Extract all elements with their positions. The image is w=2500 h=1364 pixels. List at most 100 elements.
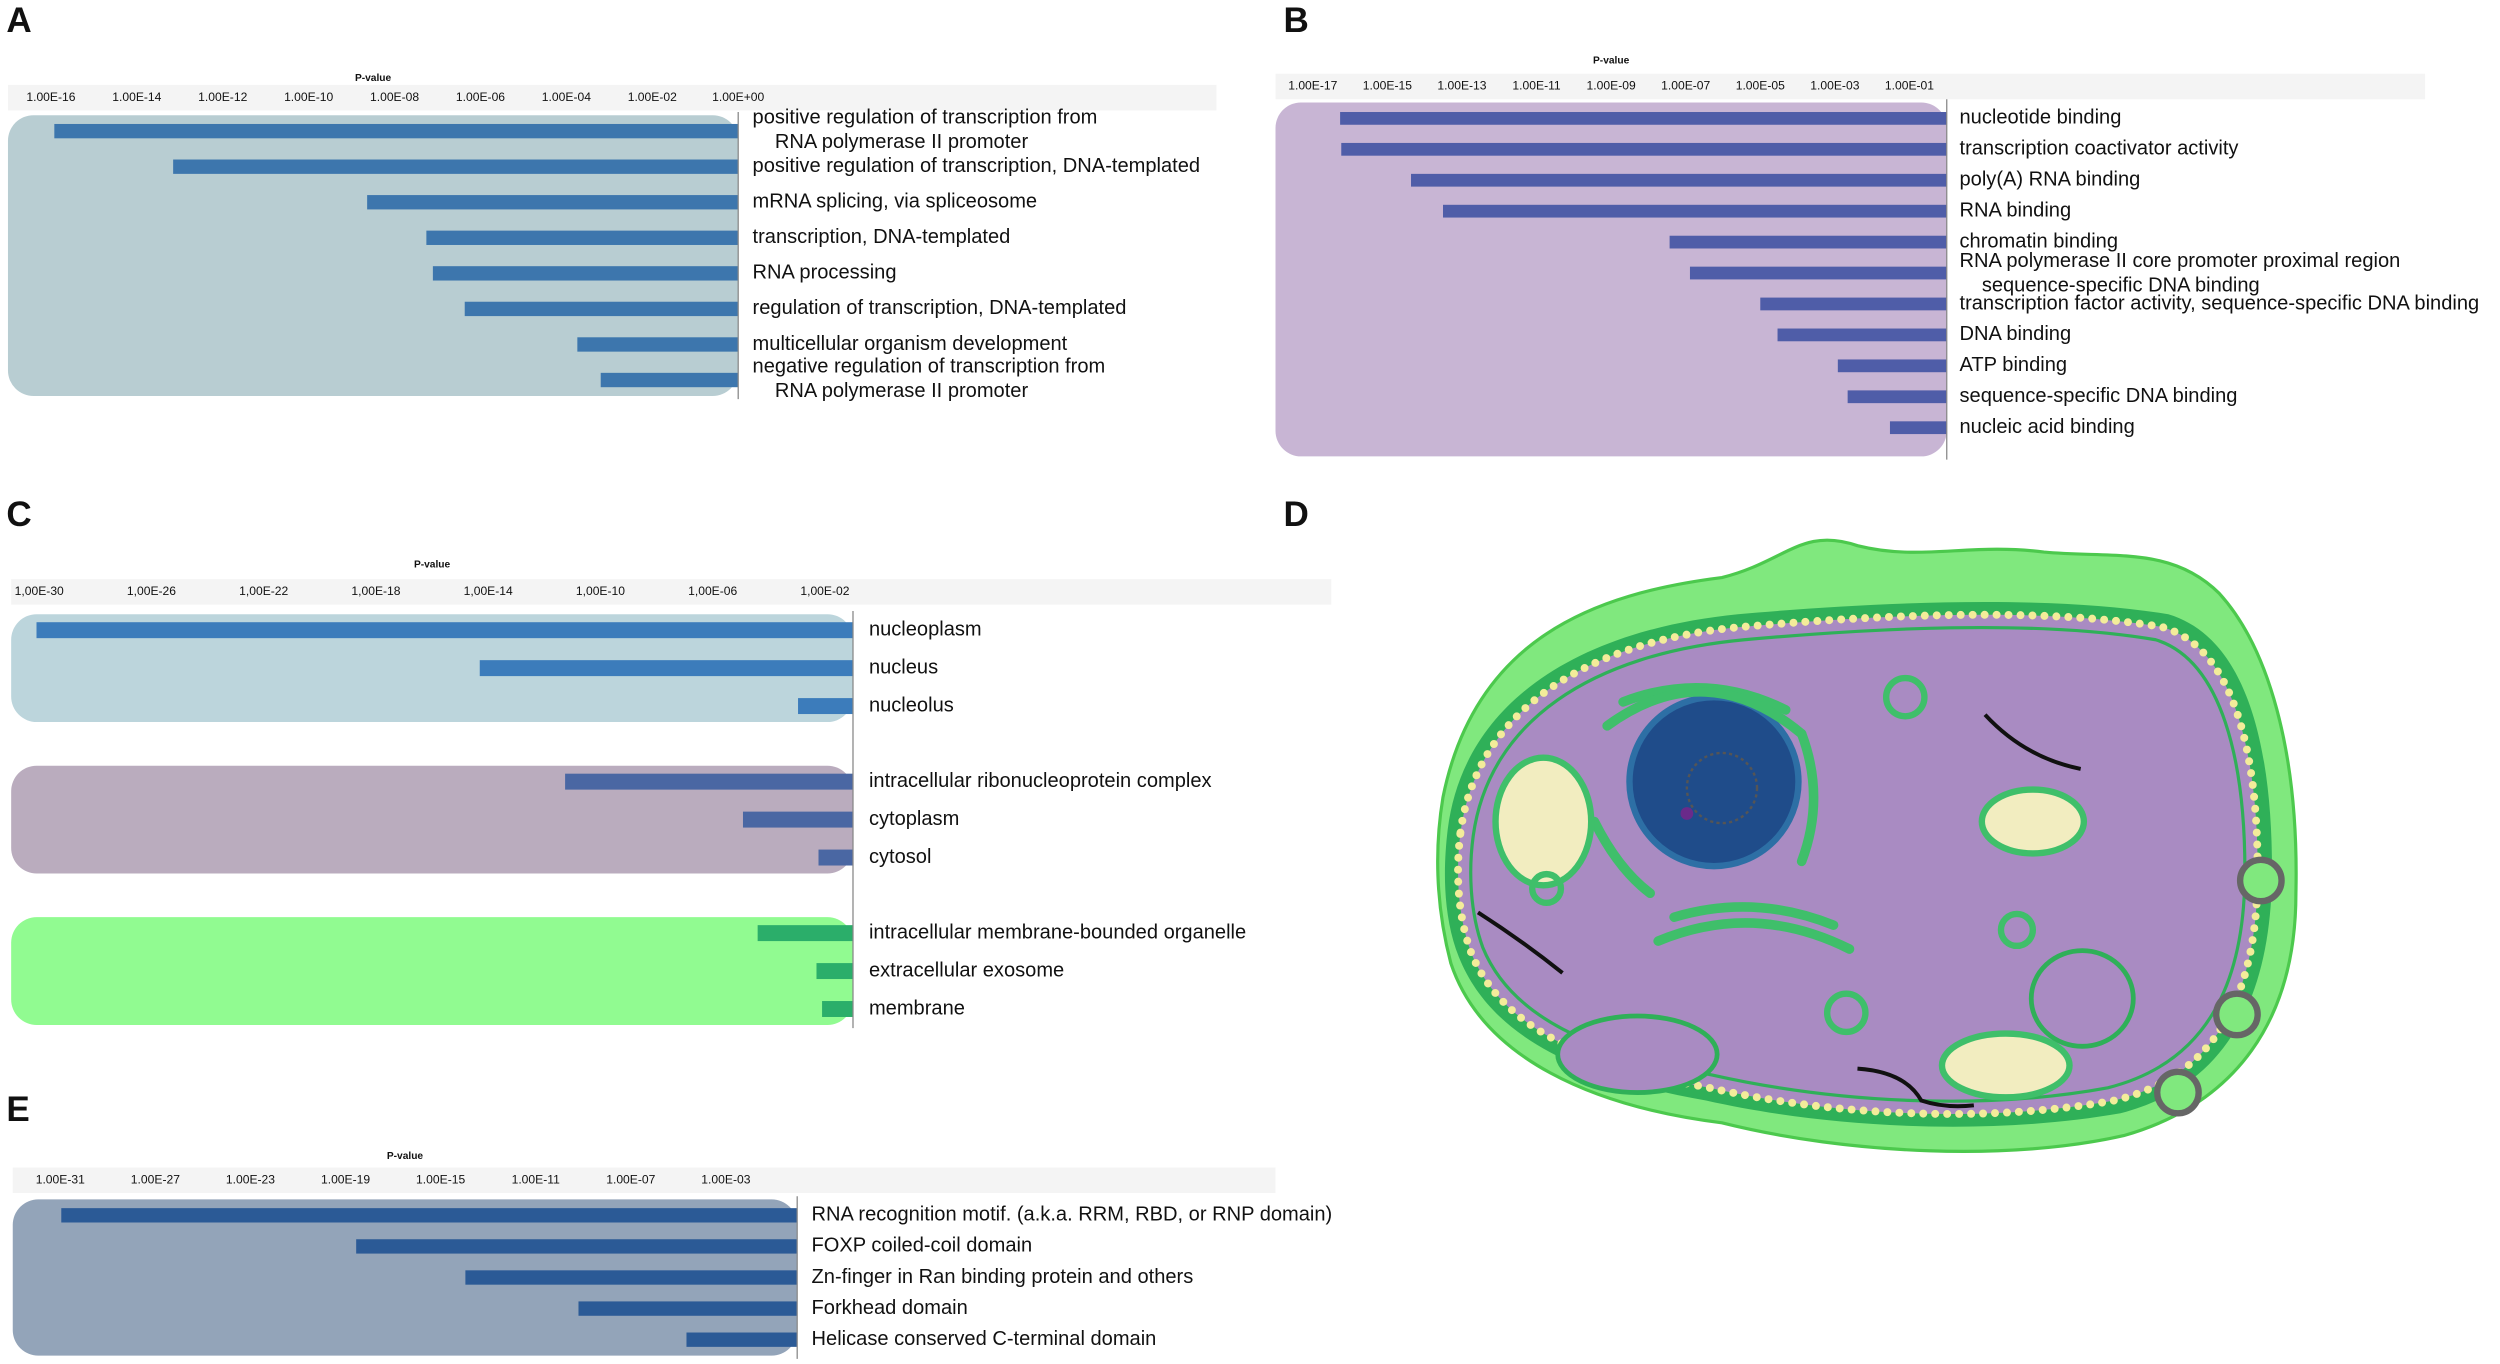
golgi: [1589, 682, 1855, 954]
category-label: nucleus: [869, 656, 938, 678]
filament: [1857, 1066, 1975, 1109]
tick-strip: [7, 84, 1217, 111]
category-label: poly(A) RNA binding: [1960, 169, 2141, 191]
x-tick-label: 1.00E-09: [1587, 79, 1636, 93]
vacuole: [2028, 948, 2136, 1049]
x-tick-label: 1,00E-14: [464, 584, 513, 598]
category-label: intracellular membrane-bounded organelle: [869, 921, 1246, 943]
x-tick-label: 1.00E-07: [606, 1172, 655, 1186]
x-tick-label: 1.00E-10: [284, 90, 333, 104]
axis-title: P-value: [387, 1151, 424, 1162]
bar: [465, 1270, 798, 1285]
category-label: cytoplasm: [869, 808, 959, 830]
category-label: Helicase conserved C-terminal domain: [812, 1328, 1157, 1350]
bar: [1669, 235, 1947, 249]
x-tick-label: 1,00E-26: [127, 584, 176, 598]
category-label: mRNA splicing, via spliceosome: [753, 191, 1038, 213]
category-label: DNA binding: [1960, 323, 2072, 345]
category-label: regulation of transcription, DNA-templat…: [753, 297, 1127, 319]
nucleus: [1626, 693, 1802, 870]
x-tick-label: 1.00E-31: [36, 1172, 85, 1186]
x-tick-label: 1.00E-12: [198, 90, 247, 104]
tick-strip: [11, 579, 1332, 605]
bar: [1341, 142, 1947, 156]
panel-label: D: [1283, 495, 1308, 534]
nucleolus: [1685, 751, 1759, 825]
category-label: FOXP coiled-coil domain: [812, 1235, 1033, 1257]
group-background: [11, 917, 853, 1025]
category-label: positive regulation of transcription, DN…: [753, 155, 1201, 177]
chart-panel: E P-value 1.00E-31 1.00E-27 1.00E-23 1.00E-19…: [6, 1090, 1332, 1359]
bar: [1889, 421, 1947, 435]
category-label: RNA processing: [753, 262, 897, 284]
x-tick-label: 1.00E-11: [512, 1172, 561, 1186]
bar: [36, 622, 853, 639]
x-tick-label: 1.00E-13: [1437, 79, 1486, 93]
mitochondrion: [1492, 754, 1595, 889]
bar: [822, 1001, 853, 1017]
cell-diagram: [1436, 538, 2298, 1153]
group-background: [11, 614, 853, 723]
bar: [432, 266, 739, 281]
category-label: negative regulation of transcription fro…: [753, 356, 1106, 403]
golgi-cisterna: [1653, 918, 1855, 954]
x-tick-label: 1,00E-30: [15, 584, 64, 598]
bar: [818, 849, 853, 866]
bar: [686, 1332, 798, 1347]
x-tick-label: 1.00E-15: [416, 1172, 465, 1186]
x-tick-label: 1,00E-06: [688, 584, 737, 598]
category-label: extracellular exosome: [869, 959, 1064, 981]
exosome: [2236, 856, 2285, 905]
panel-label: C: [6, 495, 31, 534]
bar: [1837, 359, 1947, 373]
group-background: [11, 765, 853, 874]
bar: [61, 1208, 798, 1223]
bar: [1847, 390, 1947, 404]
bar: [1689, 266, 1947, 280]
vesicle: [1529, 870, 1565, 907]
category-label: multicellular organism development: [753, 333, 1068, 355]
category-label: RNA binding: [1960, 199, 2072, 221]
filaments: [1476, 713, 2082, 1109]
bar: [356, 1239, 798, 1254]
bar: [577, 337, 739, 352]
tick-strip: [1275, 73, 2426, 100]
filament: [1476, 910, 1564, 975]
category-label: positive regulation of transcription fro…: [753, 107, 1098, 154]
x-tick-label: 1.00E-04: [542, 90, 591, 104]
exocytosis: [2154, 856, 2285, 1117]
category-label: nucleoplasm: [869, 618, 982, 640]
bar: [1777, 328, 1947, 342]
mitochondrion: [1978, 786, 2088, 857]
x-tick-label: 1.00E-07: [1661, 79, 1710, 93]
vacuole: [1555, 1013, 1720, 1095]
bar: [367, 195, 739, 210]
axis-title: P-value: [414, 560, 451, 571]
x-tick-label: 1,00E-02: [800, 584, 849, 598]
x-tick-label: 1,00E-18: [351, 584, 400, 598]
x-tick-label: 1,00E-10: [576, 584, 625, 598]
vesicle: [1882, 674, 1928, 720]
category-label: RNA recognition motif. (a.k.a. RRM, RBD,…: [812, 1204, 1333, 1226]
axis-title: P-value: [355, 73, 392, 84]
vesicle: [1997, 910, 2037, 950]
x-tick-label: 1.00E-03: [701, 1172, 750, 1186]
panel-label: E: [6, 1090, 29, 1129]
category-label: membrane: [869, 997, 965, 1019]
x-tick-label: 1.00E-15: [1363, 79, 1412, 93]
x-tick-label: 1.00E-03: [1810, 79, 1859, 93]
category-label: nucleolus: [869, 694, 954, 716]
x-tick-label: 1.00E-23: [226, 1172, 275, 1186]
category-label: Zn-finger in Ran binding protein and oth…: [812, 1266, 1194, 1288]
x-tick-label: 1.00E-19: [321, 1172, 370, 1186]
vesicles: [1529, 674, 2037, 1036]
chromatin: [1680, 807, 1694, 820]
bar: [565, 773, 853, 790]
panel-label: A: [6, 1, 31, 40]
group-background: [12, 1199, 798, 1356]
x-tick-label: 1.00E-27: [131, 1172, 180, 1186]
vesicle: [1823, 990, 1869, 1036]
x-tick-label: 1.00E-05: [1736, 79, 1785, 93]
